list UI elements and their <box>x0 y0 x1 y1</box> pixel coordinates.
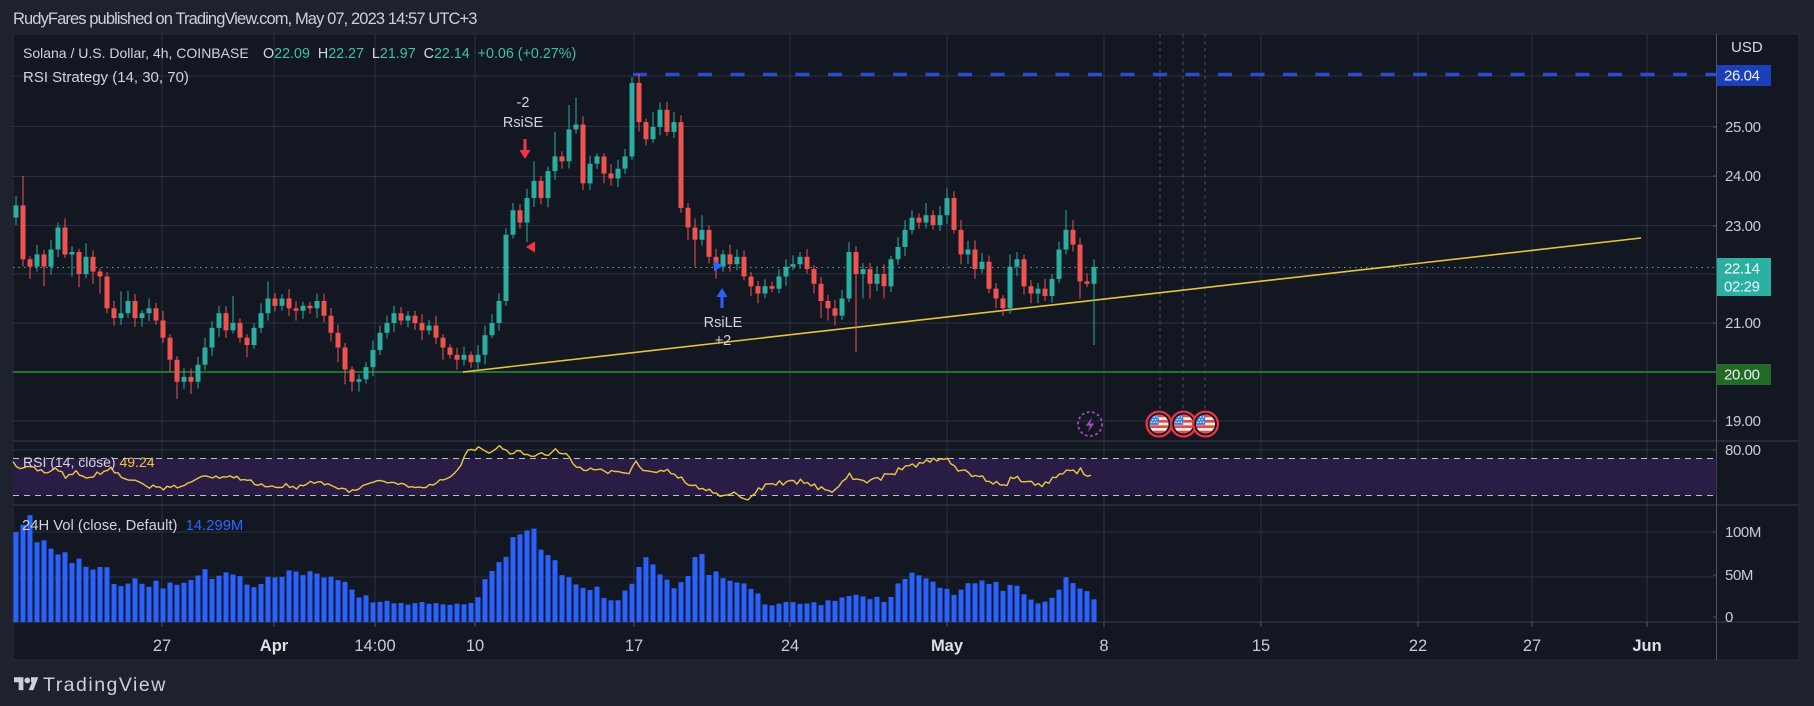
svg-text:20.00: 20.00 <box>1724 367 1760 384</box>
svg-text:TradingView: TradingView <box>43 674 167 696</box>
svg-text:Solana / U.S. Dollar, 4h, COIN: Solana / U.S. Dollar, 4h, COINBASE <box>23 45 249 61</box>
svg-text:RSI (14, close) 49.24: RSI (14, close) 49.24 <box>23 454 155 470</box>
svg-text:26.04: 26.04 <box>1724 68 1760 85</box>
svg-text:-2: -2 <box>517 95 530 111</box>
svg-text:27: 27 <box>153 637 171 655</box>
svg-text:USD: USD <box>1731 39 1763 56</box>
svg-text:02:29: 02:29 <box>1724 279 1760 296</box>
svg-text:May: May <box>931 637 964 655</box>
svg-text:19.00: 19.00 <box>1725 413 1761 430</box>
svg-text:27: 27 <box>1523 637 1541 655</box>
svg-text:RsiSE: RsiSE <box>503 115 544 131</box>
svg-text:O22.09 H22.27 L21.97 C22.14: O22.09 H22.27 L21.97 C22.14 +0.06 (+0.27… <box>263 46 576 62</box>
svg-text:RSI Strategy (14, 30, 70): RSI Strategy (14, 30, 70) <box>23 69 189 86</box>
svg-text:22.14: 22.14 <box>1724 261 1760 278</box>
svg-text:80.00: 80.00 <box>1725 442 1761 459</box>
svg-text:RudyFares published on Trading: RudyFares published on TradingView.com, … <box>13 10 477 28</box>
svg-text:22: 22 <box>1409 637 1427 655</box>
svg-text:0: 0 <box>1725 609 1733 626</box>
svg-text:15: 15 <box>1252 637 1270 655</box>
svg-text:21.00: 21.00 <box>1725 315 1761 332</box>
svg-text:25.00: 25.00 <box>1725 119 1761 136</box>
svg-text:23.00: 23.00 <box>1725 218 1761 235</box>
svg-text:24.00: 24.00 <box>1725 168 1761 185</box>
svg-text:50M: 50M <box>1725 567 1753 584</box>
svg-text:10: 10 <box>466 637 484 655</box>
svg-text:+2: +2 <box>715 333 732 349</box>
svg-text:8: 8 <box>1099 637 1108 655</box>
svg-text:24H Vol (close, Default) 14.2: 24H Vol (close, Default) 14.299M <box>22 518 243 534</box>
svg-text:Jun: Jun <box>1632 637 1661 655</box>
svg-text:24: 24 <box>781 637 799 655</box>
svg-text:17: 17 <box>625 637 643 655</box>
svg-text:100M: 100M <box>1725 524 1761 541</box>
svg-text:RsiLE: RsiLE <box>704 315 743 331</box>
svg-text:14:00: 14:00 <box>354 637 395 655</box>
svg-text:Apr: Apr <box>260 637 289 655</box>
